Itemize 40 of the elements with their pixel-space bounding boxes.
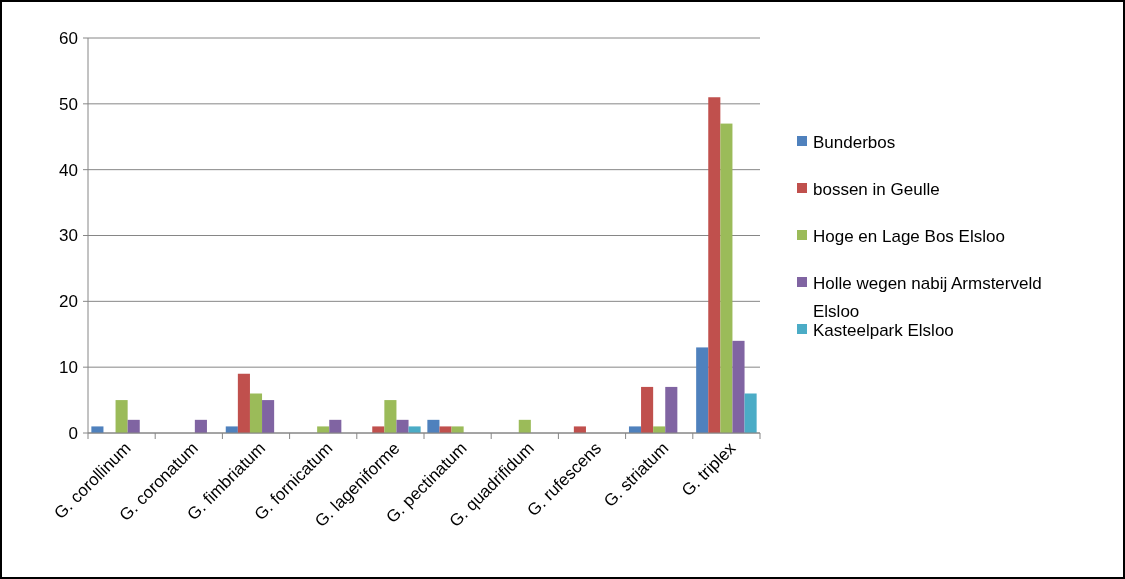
- legend-label: Kasteelpark Elsloo: [813, 320, 954, 340]
- y-tick-label: 0: [68, 423, 78, 443]
- bar: [396, 419, 409, 433]
- y-tick-label: 40: [59, 160, 78, 180]
- bar: [641, 386, 654, 433]
- bar: [696, 347, 709, 433]
- bar: [329, 419, 342, 433]
- bar: [732, 340, 745, 433]
- bar: [628, 426, 642, 433]
- y-tick-label: 50: [59, 94, 78, 114]
- bar: [427, 419, 440, 433]
- bar: [372, 426, 385, 433]
- bar: [237, 373, 250, 433]
- bar: [317, 426, 330, 433]
- bar: [708, 97, 721, 433]
- bar: [653, 426, 666, 433]
- bar: [744, 393, 757, 433]
- y-tick-label: 20: [59, 292, 78, 312]
- bar: [127, 419, 140, 433]
- bar: [91, 426, 104, 433]
- bar: [451, 426, 464, 433]
- y-tick-label: 30: [59, 226, 78, 246]
- legend-label: Hoge en Lage Bos Elsloo: [813, 226, 1005, 246]
- bar: [573, 426, 586, 433]
- bar: [225, 426, 238, 433]
- bar: [439, 426, 452, 433]
- bar: [408, 426, 421, 433]
- legend-label: Holle wegen nabij Armsterveld Elsloo: [813, 273, 1042, 321]
- bar: [262, 400, 275, 433]
- bar: [194, 419, 207, 433]
- legend-label: Bunderbos: [813, 132, 896, 152]
- y-tick-label: 10: [59, 358, 78, 378]
- bar: [249, 393, 263, 433]
- legend-label: bossen in Geulle: [813, 179, 940, 199]
- y-tick-label: 60: [59, 28, 78, 48]
- bar: [665, 386, 678, 433]
- bar: [518, 419, 531, 433]
- bar: [115, 400, 128, 433]
- bar: [384, 400, 397, 433]
- bar: [720, 123, 733, 433]
